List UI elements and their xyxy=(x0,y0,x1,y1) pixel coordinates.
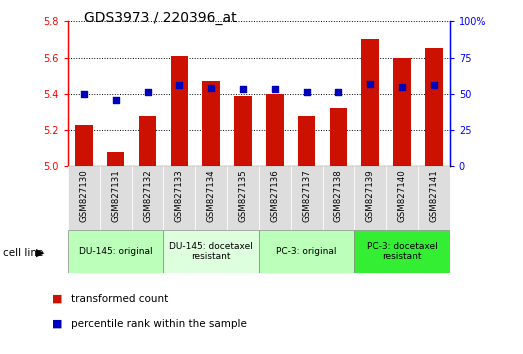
Point xyxy=(111,97,120,102)
Bar xyxy=(266,94,283,166)
Bar xyxy=(234,96,252,166)
Text: GSM827134: GSM827134 xyxy=(207,170,215,222)
FancyBboxPatch shape xyxy=(132,166,163,230)
Text: GSM827139: GSM827139 xyxy=(366,170,375,222)
Text: GSM827132: GSM827132 xyxy=(143,170,152,222)
Text: GSM827133: GSM827133 xyxy=(175,170,184,222)
Bar xyxy=(361,39,379,166)
FancyBboxPatch shape xyxy=(259,166,291,230)
FancyBboxPatch shape xyxy=(227,166,259,230)
Point xyxy=(430,82,438,88)
FancyBboxPatch shape xyxy=(68,166,100,230)
Point xyxy=(270,87,279,92)
Bar xyxy=(107,152,124,166)
FancyBboxPatch shape xyxy=(323,166,355,230)
Text: GSM827138: GSM827138 xyxy=(334,170,343,222)
Text: cell line: cell line xyxy=(3,248,43,258)
Text: GDS3973 / 220396_at: GDS3973 / 220396_at xyxy=(84,11,236,25)
FancyBboxPatch shape xyxy=(355,230,450,273)
Text: GSM827131: GSM827131 xyxy=(111,170,120,222)
Text: DU-145: docetaxel
resistant: DU-145: docetaxel resistant xyxy=(169,242,253,261)
Text: GSM827141: GSM827141 xyxy=(429,170,438,222)
Bar xyxy=(298,115,315,166)
Text: GSM827140: GSM827140 xyxy=(397,170,406,222)
Point xyxy=(239,87,247,92)
Point xyxy=(366,81,374,86)
Text: GSM827137: GSM827137 xyxy=(302,170,311,222)
Point xyxy=(398,84,406,89)
Text: ■: ■ xyxy=(52,319,63,329)
FancyBboxPatch shape xyxy=(163,166,195,230)
Text: GSM827135: GSM827135 xyxy=(238,170,247,222)
Text: GSM827130: GSM827130 xyxy=(79,170,88,222)
Bar xyxy=(202,81,220,166)
Point xyxy=(302,90,311,95)
FancyBboxPatch shape xyxy=(100,166,132,230)
Bar xyxy=(170,56,188,166)
Bar xyxy=(139,115,156,166)
Bar xyxy=(425,48,442,166)
Text: transformed count: transformed count xyxy=(71,294,168,304)
Point xyxy=(175,82,184,88)
Text: percentile rank within the sample: percentile rank within the sample xyxy=(71,319,246,329)
Point xyxy=(334,90,343,95)
Text: PC-3: original: PC-3: original xyxy=(276,247,337,256)
FancyBboxPatch shape xyxy=(418,166,450,230)
FancyBboxPatch shape xyxy=(355,166,386,230)
FancyBboxPatch shape xyxy=(291,166,323,230)
Text: DU-145: original: DU-145: original xyxy=(79,247,153,256)
FancyBboxPatch shape xyxy=(259,230,355,273)
Point xyxy=(143,90,152,95)
FancyBboxPatch shape xyxy=(195,166,227,230)
Point xyxy=(207,85,215,91)
FancyBboxPatch shape xyxy=(68,230,163,273)
Text: PC-3: docetaxel
resistant: PC-3: docetaxel resistant xyxy=(367,242,437,261)
Bar xyxy=(393,58,411,166)
Text: ■: ■ xyxy=(52,294,63,304)
FancyBboxPatch shape xyxy=(163,230,259,273)
Point xyxy=(79,91,88,97)
FancyBboxPatch shape xyxy=(386,166,418,230)
Text: GSM827136: GSM827136 xyxy=(270,170,279,222)
Bar xyxy=(75,125,93,166)
Text: ▶: ▶ xyxy=(36,248,44,258)
Bar xyxy=(329,108,347,166)
